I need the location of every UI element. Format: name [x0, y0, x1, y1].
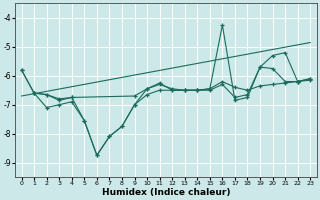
- X-axis label: Humidex (Indice chaleur): Humidex (Indice chaleur): [102, 188, 230, 197]
